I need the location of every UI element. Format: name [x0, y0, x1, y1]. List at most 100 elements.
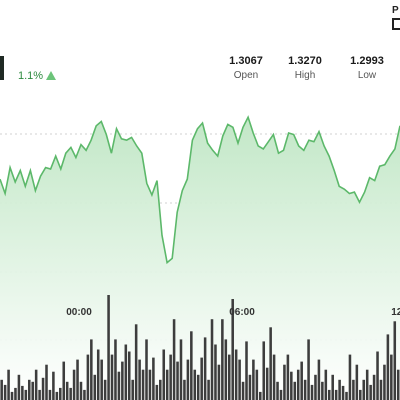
volume-bar	[234, 349, 238, 400]
volume-bar	[86, 354, 90, 400]
volume-bar	[376, 351, 379, 400]
volume-bar	[107, 295, 110, 400]
brand-logo-icon	[392, 18, 400, 30]
volume-bar	[3, 384, 7, 400]
volume-bar	[76, 359, 79, 400]
volume-bar	[7, 369, 10, 400]
volume-bar	[314, 374, 317, 400]
volume-bar	[383, 364, 386, 400]
volume-bar	[210, 319, 214, 400]
volume-bar	[393, 321, 397, 400]
volume-bar	[338, 379, 341, 400]
volume-bar	[21, 385, 24, 400]
volume-bar	[45, 364, 48, 400]
volume-bar	[90, 339, 93, 400]
volume-bar	[79, 381, 83, 400]
volume-bar	[200, 357, 203, 400]
volume-bar	[96, 349, 100, 400]
volume-bar	[138, 359, 141, 400]
volume-bar	[290, 371, 293, 400]
volume-bar	[65, 381, 69, 400]
volume-bar	[186, 359, 190, 400]
volume-bar	[231, 299, 234, 400]
volume-bar	[27, 379, 31, 400]
volume-bar	[321, 381, 324, 400]
volume-bar	[24, 389, 28, 400]
volume-bar	[227, 354, 231, 400]
stat-high: 1.3270 High	[275, 55, 335, 81]
volume-bar	[83, 389, 86, 400]
volume-bar	[365, 369, 369, 400]
volume-bar	[265, 367, 269, 400]
volume-bar	[121, 361, 124, 400]
high-value: 1.3270	[288, 55, 322, 67]
volume-bar	[214, 344, 217, 400]
volume-bar	[341, 385, 345, 400]
volume-bar	[362, 379, 366, 400]
volume-bar	[224, 339, 228, 400]
volume-bar	[327, 389, 331, 400]
x-tick-label: 12:00	[391, 307, 400, 318]
volume-bar	[334, 389, 338, 400]
volume-bar	[165, 369, 169, 400]
volume-bar	[0, 379, 3, 400]
volume-bar	[248, 374, 252, 400]
volume-bar	[196, 374, 200, 400]
volume-bar	[252, 359, 255, 400]
volume-bar	[203, 337, 207, 400]
volume-bar	[379, 379, 383, 400]
volume-bar	[117, 371, 121, 400]
volume-bar	[124, 344, 128, 400]
volume-bar	[279, 389, 283, 400]
volume-bar	[62, 361, 66, 400]
volume-bar	[238, 359, 241, 400]
volume-bar	[110, 354, 114, 400]
open-label: Open	[233, 70, 259, 81]
volume-bar	[241, 381, 245, 400]
volume-bar	[369, 384, 372, 400]
open-value: 1.3067	[229, 55, 263, 67]
volume-bar	[72, 369, 76, 400]
volume-bar	[276, 381, 279, 400]
volume-bar	[348, 354, 352, 400]
volume-bar	[262, 341, 266, 400]
volume-bar	[345, 391, 348, 400]
volume-bar	[259, 391, 262, 400]
volume-bar	[296, 369, 300, 400]
volume-bar	[31, 381, 34, 400]
price-area	[0, 117, 400, 400]
volume-bar	[193, 369, 197, 400]
volume-bar	[176, 361, 179, 400]
volume-bar	[103, 379, 107, 400]
volume-bar	[93, 374, 97, 400]
x-tick-label: 00:00	[66, 307, 92, 318]
volume-bar	[317, 359, 321, 400]
price-line	[0, 115, 400, 265]
stat-open: 1.3067 Open	[216, 55, 276, 81]
low-value: 1.2993	[350, 55, 384, 67]
volume-bar	[190, 331, 193, 400]
volume-bar	[69, 387, 72, 400]
volume-bar	[162, 349, 166, 400]
volume-bar	[55, 391, 59, 400]
volume-bar	[155, 384, 159, 400]
x-tick-label: 06:00	[229, 307, 255, 318]
volume-bar	[324, 369, 328, 400]
low-label: Low	[357, 70, 377, 81]
volume-bar	[38, 389, 41, 400]
volume-bar	[141, 369, 145, 400]
volume-bar	[127, 351, 131, 400]
volume-bar	[134, 324, 138, 400]
price-ticker-bar	[0, 56, 4, 80]
triangle-up-icon	[46, 71, 56, 80]
volume-bar	[372, 374, 376, 400]
volume-bar	[145, 339, 148, 400]
volume-bar	[286, 354, 290, 400]
volume-bar	[217, 364, 221, 400]
volume-bar	[14, 387, 17, 400]
volume-bar	[269, 327, 272, 400]
volume-bar	[255, 369, 259, 400]
brand-partial-text: P	[392, 5, 399, 16]
volume-bar	[390, 354, 393, 400]
